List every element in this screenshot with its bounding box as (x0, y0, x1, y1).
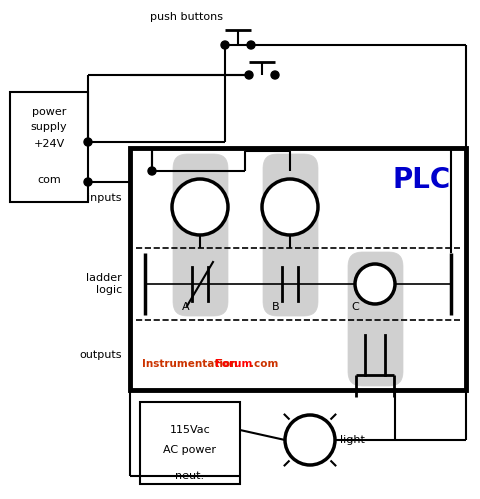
Circle shape (285, 415, 334, 465)
Text: PLC: PLC (392, 166, 450, 194)
Circle shape (220, 41, 228, 49)
Text: Forum: Forum (215, 359, 252, 369)
Text: outputs: outputs (79, 350, 122, 360)
Circle shape (84, 138, 92, 146)
Text: inputs: inputs (87, 193, 122, 203)
Text: supply: supply (31, 122, 67, 132)
Text: neut.: neut. (175, 471, 204, 481)
Circle shape (262, 179, 317, 235)
Text: AC power: AC power (163, 445, 216, 455)
Circle shape (354, 264, 394, 304)
Bar (10, 92, 88, 202)
Text: B: B (271, 302, 279, 312)
Circle shape (148, 167, 156, 175)
FancyBboxPatch shape (263, 154, 317, 316)
Circle shape (84, 178, 92, 186)
Circle shape (244, 71, 252, 79)
Text: C: C (350, 302, 358, 312)
Text: Instrumentation: Instrumentation (142, 359, 237, 369)
Text: .com: .com (250, 359, 278, 369)
Bar (140, 402, 240, 484)
Circle shape (270, 71, 278, 79)
Text: +24V: +24V (33, 139, 64, 149)
FancyBboxPatch shape (173, 154, 228, 316)
Text: light: light (339, 435, 364, 445)
Circle shape (172, 179, 228, 235)
Circle shape (247, 41, 254, 49)
Text: 115Vac: 115Vac (169, 425, 210, 435)
Text: ladder
logic: ladder logic (86, 273, 122, 295)
Text: power: power (32, 107, 66, 117)
FancyBboxPatch shape (347, 252, 402, 386)
Bar (130, 148, 465, 390)
Text: com: com (37, 175, 61, 185)
Text: push buttons: push buttons (150, 12, 223, 22)
Text: A: A (181, 302, 189, 312)
